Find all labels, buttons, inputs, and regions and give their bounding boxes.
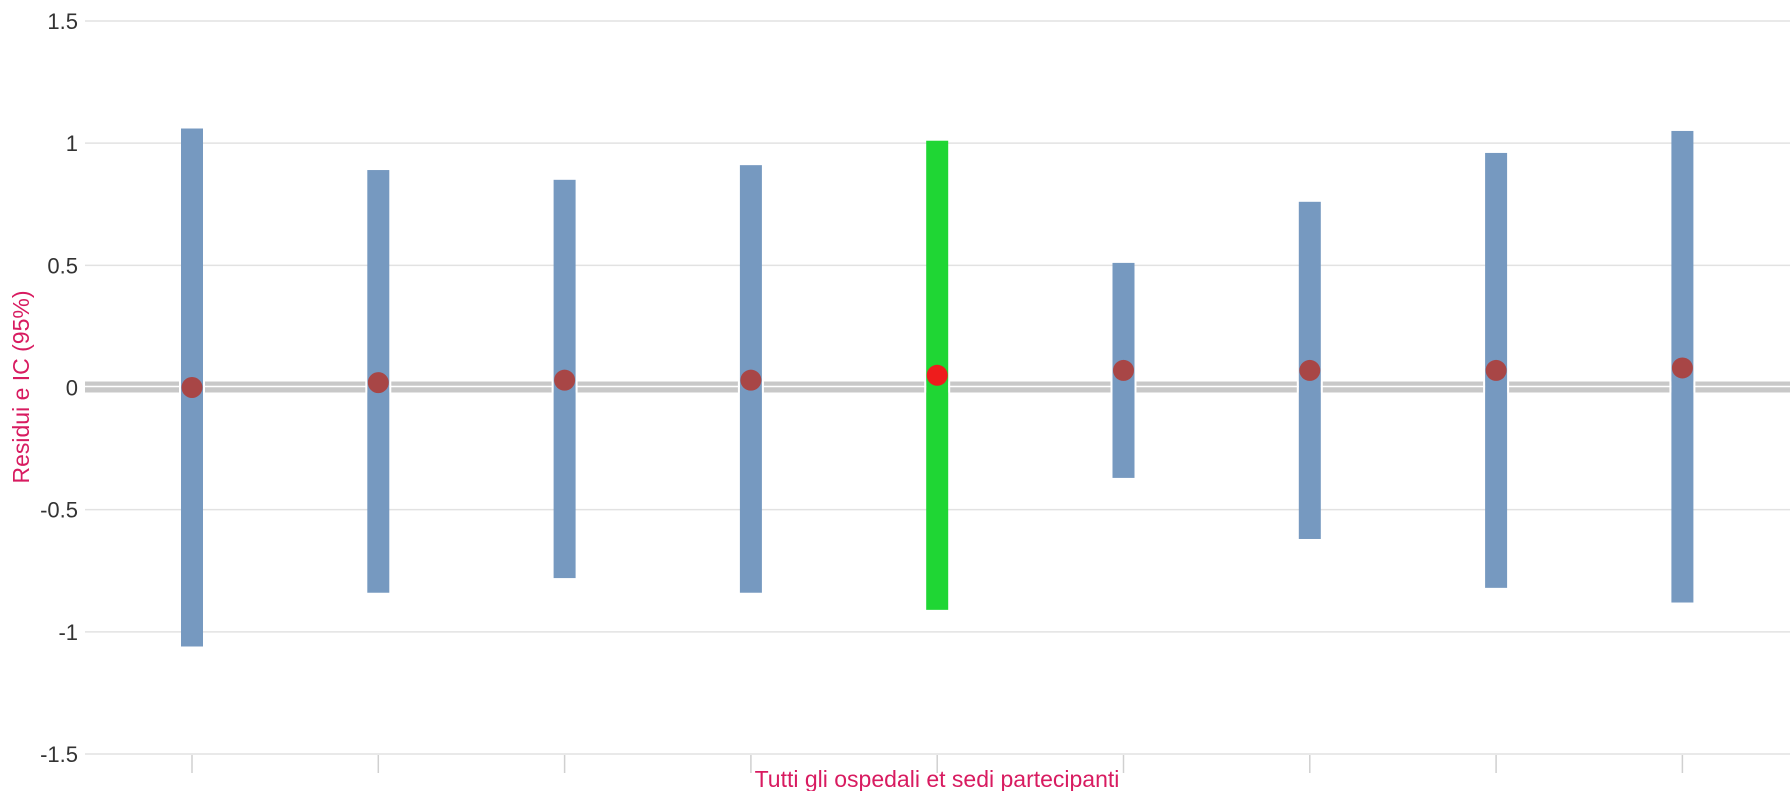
zero-gap <box>1669 381 1672 393</box>
zero-gap <box>179 381 181 393</box>
zero-gap <box>551 381 554 393</box>
zero-gap <box>1296 381 1299 393</box>
y-tick-label: -1 <box>58 620 78 645</box>
x-axis-title: Tutti gli ospedali et sedi partecipanti <box>755 766 1120 791</box>
zero-gap <box>761 381 764 393</box>
y-axis-ticks: 1.5 1 0.5 0 -0.5 -1 -1.5 <box>40 9 78 767</box>
residual-point <box>740 369 762 391</box>
y-tick-label: 0 <box>66 376 78 401</box>
residual-point-highlighted <box>926 364 948 386</box>
zero-gap <box>365 381 368 393</box>
y-tick-label: -0.5 <box>40 498 78 523</box>
zero-gap <box>948 381 951 393</box>
residual-point <box>367 372 389 394</box>
residual-point <box>1299 359 1321 381</box>
zero-gap <box>1693 381 1696 393</box>
zero-gap <box>203 381 205 393</box>
residual-point <box>554 369 576 391</box>
y-axis-title: Residui e IC (95%) <box>8 290 34 483</box>
zero-gap <box>737 381 740 393</box>
zero-gap <box>1483 381 1486 393</box>
y-tick-label: 0.5 <box>47 253 78 278</box>
zero-gap <box>924 381 927 393</box>
y-tick-label: -1.5 <box>40 742 78 767</box>
residual-point <box>1485 359 1507 381</box>
zero-gap <box>1110 381 1113 393</box>
y-tick-label: 1 <box>66 131 78 156</box>
zero-gap <box>389 381 392 393</box>
zero-gap <box>1134 381 1137 393</box>
zero-gap <box>575 381 578 393</box>
y-tick-label: 1.5 <box>47 9 78 34</box>
x-axis-ticks <box>191 755 1684 773</box>
residual-points <box>181 357 1693 398</box>
residual-point <box>1671 357 1693 379</box>
residual-point <box>181 377 203 398</box>
zero-gap <box>1320 381 1323 393</box>
residual-point <box>1113 359 1134 381</box>
zero-gap <box>1507 381 1510 393</box>
